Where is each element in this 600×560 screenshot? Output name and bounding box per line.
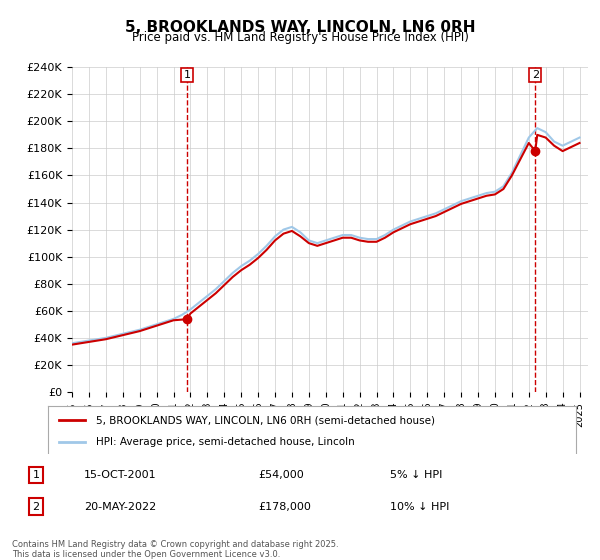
Text: 5% ↓ HPI: 5% ↓ HPI <box>390 470 442 480</box>
Text: £54,000: £54,000 <box>258 470 304 480</box>
Text: 5, BROOKLANDS WAY, LINCOLN, LN6 0RH: 5, BROOKLANDS WAY, LINCOLN, LN6 0RH <box>125 20 475 35</box>
Text: 1: 1 <box>32 470 40 480</box>
Text: 15-OCT-2001: 15-OCT-2001 <box>84 470 157 480</box>
Text: £178,000: £178,000 <box>258 502 311 512</box>
Text: 10% ↓ HPI: 10% ↓ HPI <box>390 502 449 512</box>
Text: 2: 2 <box>32 502 40 512</box>
Text: 20-MAY-2022: 20-MAY-2022 <box>84 502 156 512</box>
Text: Price paid vs. HM Land Registry's House Price Index (HPI): Price paid vs. HM Land Registry's House … <box>131 31 469 44</box>
Text: 1: 1 <box>184 70 190 80</box>
Text: Contains HM Land Registry data © Crown copyright and database right 2025.
This d: Contains HM Land Registry data © Crown c… <box>12 540 338 559</box>
Text: HPI: Average price, semi-detached house, Lincoln: HPI: Average price, semi-detached house,… <box>95 437 354 447</box>
Text: 2: 2 <box>532 70 539 80</box>
Text: 5, BROOKLANDS WAY, LINCOLN, LN6 0RH (semi-detached house): 5, BROOKLANDS WAY, LINCOLN, LN6 0RH (sem… <box>95 415 434 425</box>
